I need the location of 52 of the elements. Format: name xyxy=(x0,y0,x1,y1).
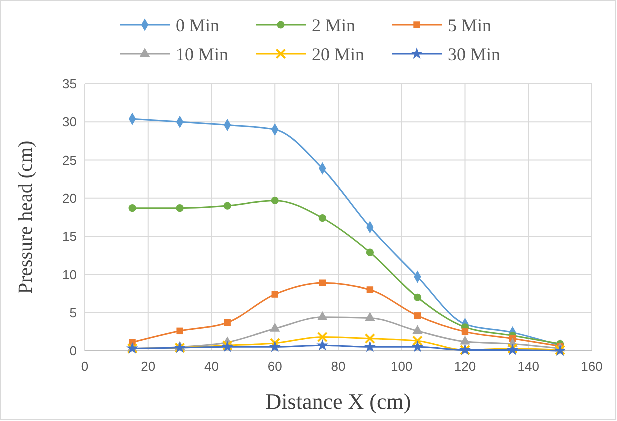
x-tick-label: 120 xyxy=(454,359,476,374)
point xyxy=(364,340,376,352)
legend-label: 30 Min xyxy=(448,44,501,64)
legend-label: 0 Min xyxy=(176,15,220,36)
point xyxy=(460,336,470,345)
point xyxy=(271,196,279,204)
point xyxy=(128,204,136,212)
point xyxy=(269,340,282,352)
point xyxy=(364,333,376,344)
x-tick-label: 80 xyxy=(331,359,346,374)
x-tick-label: 100 xyxy=(391,359,413,374)
y-tick-label: 30 xyxy=(62,114,77,130)
x-tick-label: 40 xyxy=(204,359,219,374)
x-tick-label: 60 xyxy=(268,359,282,374)
y-tick-label: 10 xyxy=(62,267,77,282)
point xyxy=(270,322,280,332)
point xyxy=(319,280,326,286)
legend-label: 20 Min xyxy=(312,44,365,64)
point xyxy=(365,312,376,322)
y-axis-title: Pressure head (cm) xyxy=(15,140,37,294)
point xyxy=(272,291,278,298)
legend-label: 2 Min xyxy=(312,15,356,36)
legend-label: 5 Min xyxy=(448,15,492,36)
x-axis-title: Distance X (cm) xyxy=(266,389,412,414)
point xyxy=(414,312,422,320)
point xyxy=(224,319,231,326)
point xyxy=(270,338,280,349)
x-tick-label: 0 xyxy=(81,359,89,374)
point xyxy=(366,286,374,294)
x-tick-label: 20 xyxy=(141,359,156,374)
point xyxy=(316,339,329,351)
point xyxy=(176,328,184,335)
point xyxy=(224,202,232,210)
point xyxy=(317,332,328,343)
point xyxy=(412,325,423,334)
y-tick-label: 0 xyxy=(70,344,77,359)
point xyxy=(412,340,424,352)
point xyxy=(412,336,424,346)
point xyxy=(176,204,184,212)
legend-label: 10 Min xyxy=(176,44,229,64)
y-tick-label: 15 xyxy=(62,229,77,244)
y-tick-label: 5 xyxy=(70,305,77,320)
x-tick-label: 160 xyxy=(581,359,603,374)
point xyxy=(462,328,469,336)
x-tick-label: 140 xyxy=(518,359,540,374)
y-tick-label: 20 xyxy=(62,190,77,206)
point xyxy=(366,248,374,256)
point xyxy=(318,214,326,222)
y-tick-label: 25 xyxy=(62,152,77,168)
point xyxy=(318,312,328,320)
y-tick-label: 35 xyxy=(62,76,77,92)
point xyxy=(414,294,422,302)
